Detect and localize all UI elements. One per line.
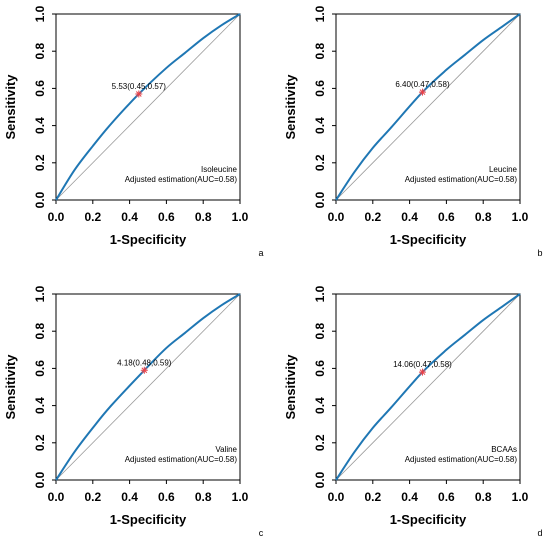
x-axis-title: 1-Specificity	[390, 512, 467, 527]
cut-point-marker	[140, 366, 148, 374]
roc-panel-a: 0.0 0.2 0.4 0.6 0.8 1.0 0.0 0.2 0.4 0.6 0.8 1.0 1-Sp…	[3, 5, 264, 258]
y-axis-title: Sensitivity	[283, 354, 298, 420]
x-tick-label: 0.0	[328, 210, 345, 224]
y-tick-label: 0.2	[33, 434, 47, 451]
x-tick-label: 0.6	[158, 490, 175, 504]
x-tick-label: 1.0	[232, 490, 249, 504]
y-tick-label: 1.0	[313, 5, 327, 22]
roc-curve	[55, 293, 241, 481]
x-tick-label: 0.2	[84, 210, 101, 224]
y-axis-title: Sensitivity	[283, 74, 298, 140]
legend-auc: Adjusted estimation(AUC=0.58)	[125, 455, 238, 464]
roc-curve	[335, 13, 521, 201]
y-tick-label: 0.2	[313, 434, 327, 451]
roc-curve	[335, 293, 521, 481]
x-tick-label: 0.2	[364, 490, 381, 504]
y-tick-label: 1.0	[33, 5, 47, 22]
x-tick-label: 0.4	[121, 210, 138, 224]
cut-point-label: 5.53(0.45,0.57)	[112, 82, 167, 91]
x-tick-label: 1.0	[512, 210, 529, 224]
x-tick-label: 0.6	[438, 210, 455, 224]
y-axis-title: Sensitivity	[3, 354, 18, 420]
x-tick-label: 0.0	[48, 490, 65, 504]
panel-letter: b	[537, 248, 542, 258]
cut-point-marker	[135, 90, 143, 98]
y-tick-label: 0.6	[313, 360, 327, 377]
panel-letter: a	[258, 248, 263, 258]
x-tick-label: 1.0	[232, 210, 249, 224]
roc-curve	[55, 13, 241, 201]
x-tick-label: 0.2	[84, 490, 101, 504]
y-tick-label: 0.4	[313, 117, 327, 134]
cut-point-label: 4.18(0.48,0.59)	[117, 358, 172, 367]
y-tick-label: 0.0	[313, 471, 327, 488]
y-tick-label: 0.0	[33, 191, 47, 208]
y-axis-title: Sensitivity	[3, 74, 18, 140]
x-axis-title: 1-Specificity	[110, 512, 187, 527]
legend-auc: Adjusted estimation(AUC=0.58)	[405, 455, 518, 464]
x-tick-label: 0.6	[438, 490, 455, 504]
legend-variable: Isoleucine	[201, 165, 238, 174]
reference-diagonal	[335, 293, 521, 481]
y-tick-label: 1.0	[313, 285, 327, 302]
legend-auc: Adjusted estimation(AUC=0.58)	[405, 175, 518, 184]
reference-diagonal	[55, 13, 241, 201]
cut-point-label: 6.40(0.47,0.58)	[395, 80, 450, 89]
x-tick-label: 0.8	[195, 210, 212, 224]
y-tick-label: 1.0	[33, 285, 47, 302]
reference-diagonal	[335, 13, 521, 201]
roc-panel-b: 0.0 0.2 0.4 0.6 0.8 1.0 0.0 0.2 0.4 0.6 0.8 1.0 1-Sp…	[283, 5, 543, 258]
roc-panel-c: 0.0 0.2 0.4 0.6 0.8 1.0 0.0 0.2 0.4 0.6 0.8 1.0 1-Sp…	[3, 285, 264, 538]
y-tick-label: 0.8	[313, 43, 327, 60]
cut-point-marker	[418, 88, 426, 96]
x-tick-label: 0.2	[364, 210, 381, 224]
y-tick-label: 0.0	[33, 471, 47, 488]
x-tick-label: 0.8	[195, 490, 212, 504]
x-tick-label: 0.6	[158, 210, 175, 224]
legend-variable: BCAAs	[491, 445, 517, 454]
cut-point-label: 14.06(0.47,0.58)	[393, 360, 452, 369]
plot-frame	[55, 293, 241, 481]
y-tick-label: 0.6	[313, 80, 327, 97]
x-axis-title: 1-Specificity	[390, 232, 467, 247]
legend-variable: Valine	[215, 445, 237, 454]
y-tick-label: 0.8	[313, 323, 327, 340]
x-axis-title: 1-Specificity	[110, 232, 187, 247]
y-tick-label: 0.0	[313, 191, 327, 208]
y-tick-label: 0.4	[313, 397, 327, 414]
reference-diagonal	[55, 293, 241, 481]
cut-point-marker	[418, 368, 426, 376]
y-tick-label: 0.6	[33, 360, 47, 377]
x-tick-label: 0.4	[401, 210, 418, 224]
legend-variable: Leucine	[489, 165, 518, 174]
x-tick-label: 0.0	[328, 490, 345, 504]
x-tick-label: 0.8	[475, 490, 492, 504]
plot-frame	[55, 13, 241, 201]
legend-auc: Adjusted estimation(AUC=0.58)	[125, 175, 238, 184]
y-tick-label: 0.8	[33, 43, 47, 60]
y-tick-label: 0.4	[33, 117, 47, 134]
y-tick-label: 0.2	[33, 154, 47, 171]
plot-frame	[335, 293, 521, 481]
x-tick-label: 1.0	[512, 490, 529, 504]
y-tick-label: 0.4	[33, 397, 47, 414]
roc-panel-d: 0.0 0.2 0.4 0.6 0.8 1.0 0.0 0.2 0.4 0.6 0.8 1.0 1-Sp…	[283, 285, 543, 538]
y-tick-label: 0.8	[33, 323, 47, 340]
y-tick-label: 0.2	[313, 154, 327, 171]
x-tick-label: 0.4	[401, 490, 418, 504]
plot-frame	[335, 13, 521, 201]
x-tick-label: 0.8	[475, 210, 492, 224]
panel-letter: c	[259, 528, 264, 538]
x-tick-label: 0.4	[121, 490, 138, 504]
panel-letter: d	[537, 528, 542, 538]
y-tick-label: 0.6	[33, 80, 47, 97]
x-tick-label: 0.0	[48, 210, 65, 224]
